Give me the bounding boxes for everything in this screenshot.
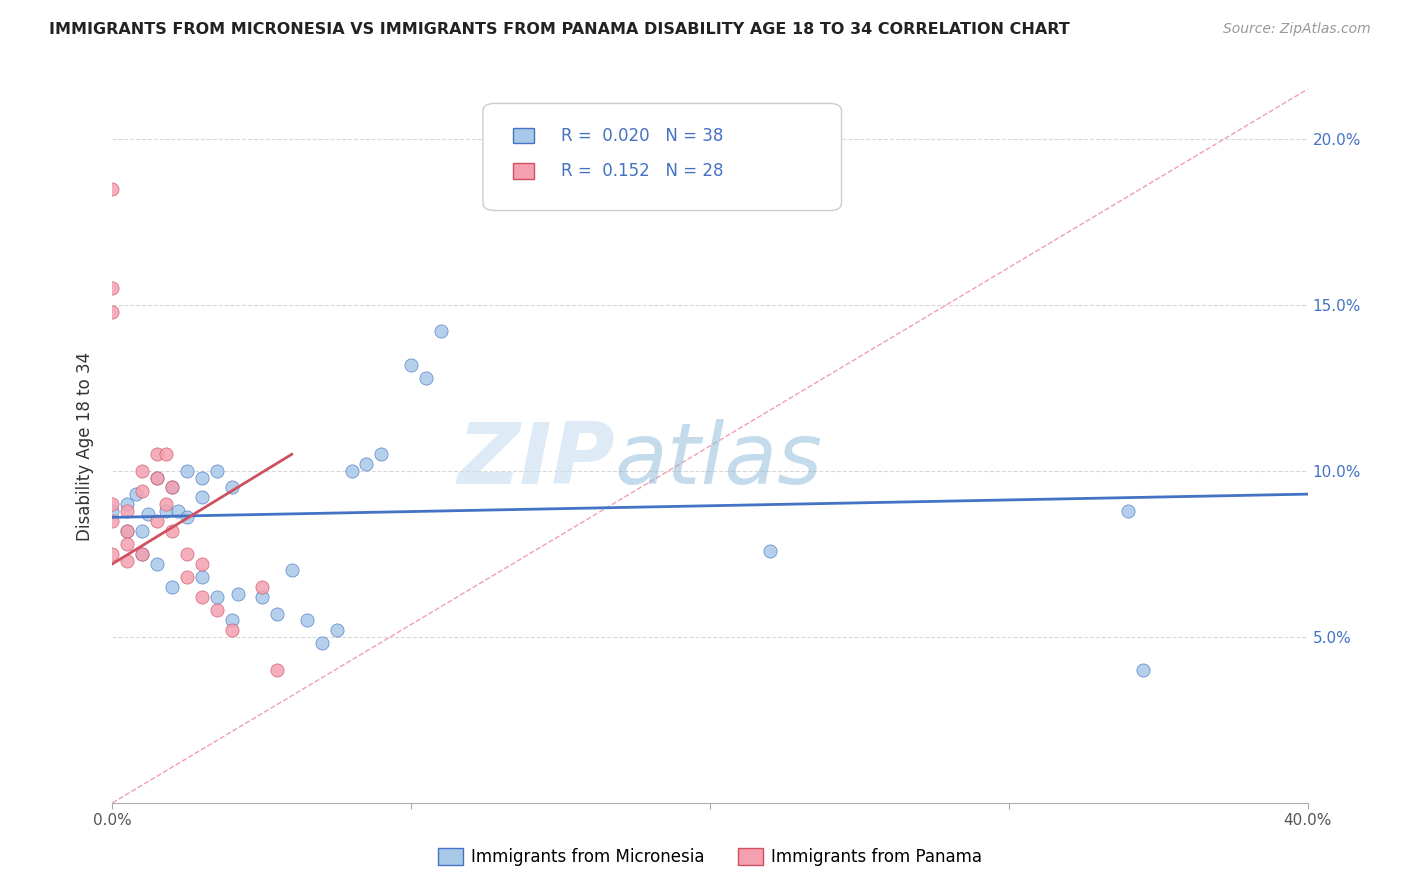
Point (131, 547, 153, 561)
Text: ZIP: ZIP (457, 418, 614, 502)
Point (155, 447, 177, 461)
Point (205, 603, 228, 617)
Point (162, 524, 183, 538)
Point (131, 547, 153, 561)
Point (205, 590, 228, 604)
Point (191, 491, 214, 505)
Point (146, 557, 169, 571)
Point (146, 447, 169, 461)
FancyBboxPatch shape (484, 103, 842, 211)
Point (370, 447, 392, 461)
Point (281, 564, 304, 578)
Point (266, 663, 288, 677)
Point (155, 504, 177, 518)
Point (266, 607, 288, 621)
Point (138, 507, 160, 521)
Point (155, 497, 177, 511)
Point (101, 304, 124, 318)
Point (162, 481, 183, 495)
Point (176, 510, 198, 524)
Point (146, 470, 169, 484)
Point (176, 464, 198, 478)
Point (250, 580, 273, 594)
Point (131, 524, 153, 538)
Point (162, 481, 183, 495)
Point (221, 613, 243, 627)
Point (117, 524, 139, 538)
Point (221, 624, 243, 638)
Point (311, 636, 333, 650)
Point (146, 514, 169, 528)
Point (325, 624, 347, 638)
Point (759, 543, 782, 558)
Point (101, 547, 124, 561)
Y-axis label: Disability Age 18 to 34: Disability Age 18 to 34 (76, 351, 94, 541)
Point (117, 524, 139, 538)
Point (430, 325, 453, 339)
Point (250, 590, 273, 604)
Point (125, 487, 148, 501)
Point (295, 613, 318, 627)
Point (131, 483, 153, 498)
Point (205, 464, 228, 478)
Point (162, 580, 183, 594)
Point (117, 504, 139, 518)
Point (101, 182, 124, 196)
Point (191, 590, 214, 604)
Point (117, 537, 139, 551)
Point (101, 504, 124, 518)
Point (415, 371, 437, 385)
Point (167, 504, 190, 518)
Point (117, 553, 139, 567)
Point (1132, 663, 1154, 677)
Point (356, 457, 378, 471)
Point (221, 481, 243, 495)
FancyBboxPatch shape (513, 128, 534, 144)
Point (101, 514, 124, 528)
Point (117, 497, 139, 511)
Point (191, 570, 214, 584)
Point (176, 570, 198, 584)
Text: atlas: atlas (614, 418, 823, 502)
Point (191, 557, 214, 571)
FancyBboxPatch shape (513, 163, 534, 179)
Point (146, 470, 169, 484)
Text: R =  0.152   N = 28: R = 0.152 N = 28 (561, 162, 723, 180)
Point (340, 464, 363, 478)
Text: R =  0.020   N = 38: R = 0.020 N = 38 (561, 127, 723, 145)
Point (176, 547, 198, 561)
Point (101, 281, 124, 295)
Point (226, 587, 249, 601)
Point (191, 470, 214, 484)
Point (131, 464, 153, 478)
Text: Source: ZipAtlas.com: Source: ZipAtlas.com (1223, 22, 1371, 37)
Legend: Immigrants from Micronesia, Immigrants from Panama: Immigrants from Micronesia, Immigrants f… (432, 841, 988, 873)
Point (101, 497, 124, 511)
Point (401, 358, 423, 372)
Point (1118, 504, 1140, 518)
Text: IMMIGRANTS FROM MICRONESIA VS IMMIGRANTS FROM PANAMA DISABILITY AGE 18 TO 34 COR: IMMIGRANTS FROM MICRONESIA VS IMMIGRANTS… (49, 22, 1070, 37)
